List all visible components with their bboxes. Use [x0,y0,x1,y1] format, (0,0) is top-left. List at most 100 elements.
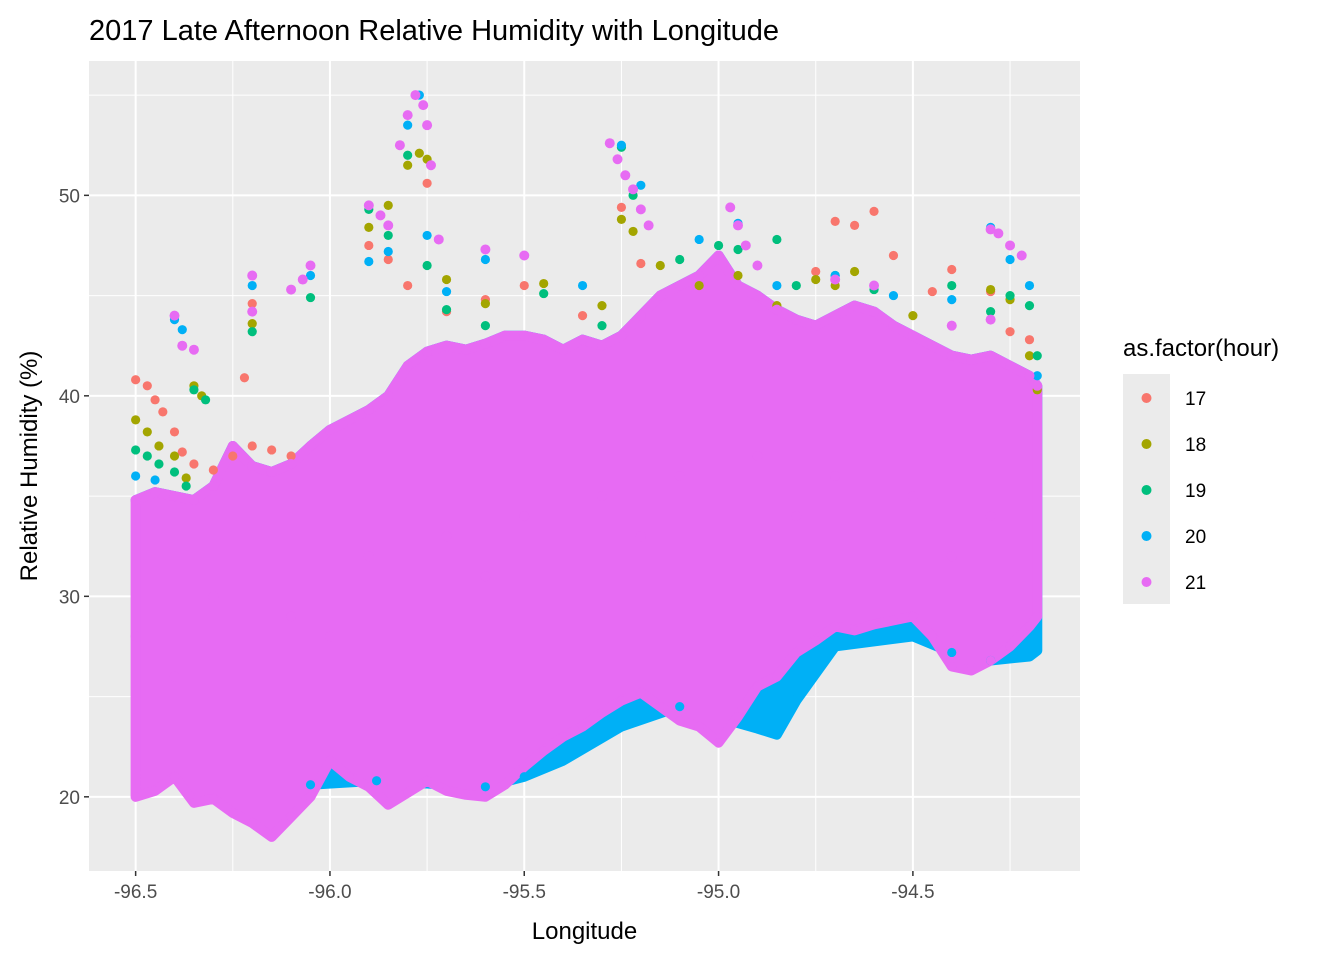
point-series-19 [154,459,164,469]
point-series-21 [558,732,568,742]
point-series-21 [655,701,665,712]
point-series-19 [675,254,685,265]
point-series-21 [1024,370,1035,381]
point-series-21 [1005,641,1015,652]
x-tick-label: -95.0 [697,882,740,903]
point-series-20 [1024,280,1035,291]
point-series-21 [363,404,374,415]
y-axis-title: Relative Humidity (%) [16,351,43,582]
point-series-17 [947,264,957,275]
point-series-20 [371,776,382,786]
point-series-20 [519,772,529,782]
point-series-17 [239,373,250,383]
legend-key-18 [1141,439,1152,449]
legend-label-17: 17 [1185,389,1206,410]
point-series-21 [177,340,188,351]
point-series-21 [130,631,141,642]
point-series-20 [1005,254,1015,265]
point-series-21 [383,800,393,810]
point-series-21 [830,310,841,321]
point-series-19 [947,280,957,291]
x-tick-label: -96.5 [114,882,157,903]
point-series-21 [189,798,199,808]
point-series-18 [364,222,374,233]
point-series-17 [142,381,152,391]
point-series-19 [733,244,743,255]
point-series-17 [519,280,529,291]
point-series-21 [150,786,160,796]
point-series-17 [150,395,160,405]
point-series-20 [480,254,490,265]
point-series-20 [947,294,957,305]
point-series-21 [577,722,588,732]
point-series-21 [324,424,335,435]
point-series-21 [740,240,751,251]
point-series-19 [1032,351,1042,361]
point-series-21 [375,210,386,221]
chart-title: 2017 Late Afternoon Relative Humidity wi… [89,15,779,47]
point-series-21 [480,792,490,802]
point-series-19 [142,451,152,461]
point-series-21 [286,611,297,622]
point-series-19 [200,395,211,405]
point-series-20 [1024,651,1035,662]
point-series-21 [519,511,530,522]
point-series-21 [791,647,801,658]
point-series-20 [616,140,627,150]
point-series-21 [228,808,238,818]
point-series-20 [364,256,374,267]
legend-key-19 [1141,485,1152,495]
point-series-19 [480,321,490,331]
point-series-20 [480,782,490,792]
point-series-17 [364,240,374,251]
point-series-21 [985,314,996,325]
point-series-21 [410,90,421,101]
point-series-21 [1016,250,1027,261]
point-series-21 [247,270,258,281]
point-series-21 [888,320,899,331]
point-series-17 [1005,327,1015,337]
point-series-21 [324,631,335,642]
point-series-21 [713,738,724,748]
point-series-18 [655,260,665,271]
point-series-17 [189,459,199,469]
point-series-18 [811,274,821,285]
point-series-21 [596,491,607,502]
point-series-20 [305,780,316,790]
legend-key-17 [1141,393,1152,403]
point-series-20 [247,280,257,291]
point-series-21 [674,471,685,482]
point-series-21 [849,625,860,636]
point-series-21 [927,631,937,642]
point-series-21 [519,330,530,341]
point-series-19 [383,230,393,241]
point-series-21 [480,338,491,349]
point-series-21 [752,290,763,301]
point-series-20 [131,471,141,481]
point-series-21 [713,250,724,261]
point-series-20 [752,724,763,734]
point-series-21 [169,310,180,321]
point-series-19 [713,240,724,251]
point-series-17 [1024,335,1035,345]
point-series-21 [188,344,199,355]
point-series-21 [772,671,782,682]
point-series-18 [1024,351,1035,361]
point-series-21 [752,260,763,271]
point-series-21 [577,334,588,345]
point-series-18 [908,311,918,321]
point-series-21 [635,531,646,542]
point-series-19 [597,321,607,331]
point-series-18 [597,301,607,311]
legend-label-19: 19 [1185,481,1206,502]
point-series-20 [772,730,782,740]
point-series-21 [169,671,180,682]
point-series-21 [425,160,436,171]
point-series-19 [791,280,801,291]
point-series-21 [247,461,258,471]
x-tick-label: -94.5 [891,882,934,903]
point-series-17 [131,375,141,385]
y-tick-label: 20 [59,788,80,809]
point-series-21 [1032,380,1043,391]
point-series-21 [791,511,802,522]
